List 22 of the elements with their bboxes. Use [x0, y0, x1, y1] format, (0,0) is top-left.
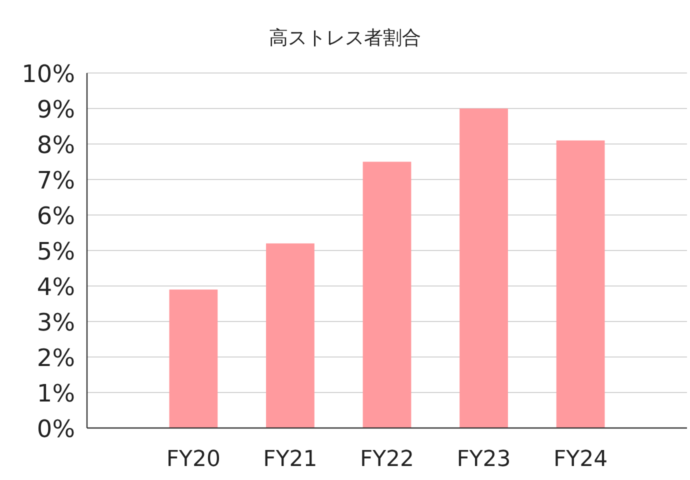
- y-tick-label: 10%: [22, 60, 75, 88]
- y-tick-label: 3%: [36, 308, 75, 336]
- x-tick-label: FY20: [166, 447, 220, 472]
- y-tick-label: 0%: [36, 415, 75, 443]
- x-tick-label: FY23: [456, 447, 511, 472]
- y-tick-label: 2%: [36, 344, 75, 372]
- bar: [460, 108, 508, 428]
- y-tick-label: 9%: [36, 96, 75, 124]
- y-tick-label: 1%: [36, 380, 75, 408]
- x-tick-label: FY24: [554, 447, 608, 472]
- y-tick-label: 7%: [36, 166, 75, 194]
- y-tick-label: 6%: [36, 202, 75, 230]
- chart-title: 高ストレス者割合: [269, 27, 421, 49]
- bar: [556, 140, 605, 428]
- y-tick-label: 4%: [36, 273, 75, 301]
- bar: [266, 243, 314, 428]
- x-tick-label: FY21: [263, 447, 318, 472]
- x-tick-label: FY22: [360, 447, 414, 472]
- bar: [362, 162, 412, 428]
- y-tick-label: 5%: [36, 238, 75, 266]
- bar: [169, 290, 218, 428]
- y-tick-label: 8%: [36, 131, 75, 159]
